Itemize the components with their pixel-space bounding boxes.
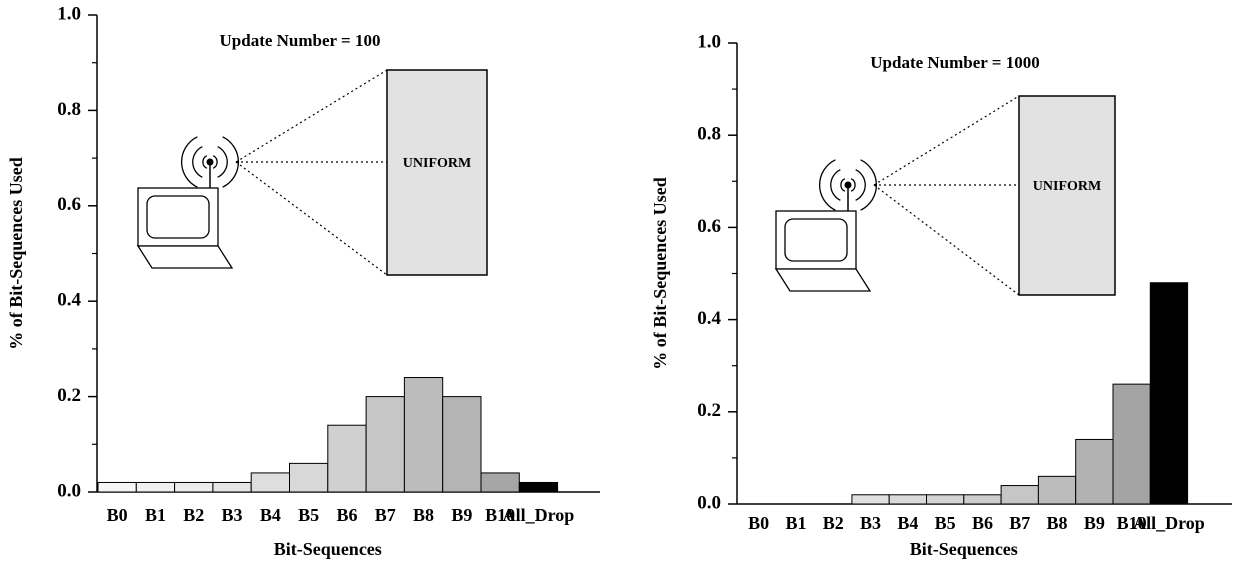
x-tick-label: B0 [748, 513, 769, 533]
y-tick-label: 0.8 [697, 124, 721, 145]
x-tick-label: B0 [107, 505, 128, 525]
bar [888, 494, 928, 505]
signal-arc [181, 136, 198, 188]
signal-arc [222, 136, 239, 188]
y-tick-label: 0.0 [697, 492, 721, 513]
x-tick-label: B10 [1117, 513, 1147, 533]
x-tick-label: All_Drop [503, 505, 575, 525]
bar [365, 396, 405, 493]
y-tick-label: 1.0 [697, 31, 721, 52]
laptop-display [784, 218, 848, 262]
bar [1149, 282, 1189, 505]
x-tick-label: B10 [485, 505, 515, 525]
signal-arc [860, 159, 877, 211]
bar [518, 481, 559, 493]
dotted-ray [873, 95, 1020, 186]
bar [289, 462, 329, 493]
y-tick-label: 1.0 [57, 3, 81, 24]
inset-label: UNIFORM [1033, 179, 1101, 194]
bar [1112, 383, 1151, 505]
signal-arc [840, 178, 846, 192]
y-tick-label: 0.6 [57, 194, 81, 215]
x-tick-label: B2 [183, 505, 204, 525]
bar [250, 472, 290, 493]
x-tick-label: All_Drop [1133, 513, 1205, 533]
signal-arc [202, 155, 208, 169]
bar [1075, 438, 1114, 505]
laptop-base [136, 245, 234, 269]
signal-arc [819, 159, 836, 211]
bar [1000, 485, 1039, 505]
y-tick-label: 0.2 [57, 385, 81, 406]
x-tick-label: B7 [1009, 513, 1030, 533]
y-tick-label: 0.4 [57, 290, 81, 311]
y-tick-label: 0.2 [697, 400, 721, 421]
x-tick-label: B6 [972, 513, 993, 533]
x-tick-label: B5 [935, 513, 956, 533]
dotted-ray [873, 184, 1020, 296]
x-tick-label: B2 [823, 513, 844, 533]
inset-box [1018, 95, 1116, 296]
dotted-ray [235, 69, 388, 163]
bar [926, 494, 965, 505]
y-tick-label: 0.0 [57, 480, 81, 501]
signal-arc [217, 146, 228, 178]
x-tick-label: B9 [1084, 513, 1105, 533]
signal-arc [830, 169, 841, 201]
x-tick-label: B8 [1047, 513, 1068, 533]
signal-arc [850, 178, 856, 192]
signal-arc [192, 146, 203, 178]
y-tick-label: 0.4 [697, 308, 721, 329]
x-tick-label: B1 [785, 513, 806, 533]
bar [212, 481, 252, 493]
bar [480, 472, 520, 493]
chart-title: Update Number = 1000 [870, 53, 1039, 72]
bar [851, 494, 890, 505]
x-tick-label: B3 [222, 505, 243, 525]
x-tick-label: B3 [860, 513, 881, 533]
signal-arc [855, 169, 866, 201]
x-tick-label: B4 [897, 513, 918, 533]
bar [1037, 475, 1077, 505]
x-tick-label: B6 [336, 505, 357, 525]
x-tick-label: B8 [413, 505, 434, 525]
y-tick-label: 0.8 [57, 99, 81, 120]
bar [97, 481, 137, 493]
y-tick-label: 0.6 [697, 216, 721, 237]
x-tick-label: B7 [375, 505, 396, 525]
x-tick-label: B4 [260, 505, 281, 525]
x-axis-label: Bit-Sequences [274, 539, 382, 559]
chart-title: Update Number = 100 [220, 31, 381, 50]
bar [442, 396, 482, 493]
bar [963, 494, 1002, 505]
bar [403, 377, 444, 493]
inset-box [386, 69, 488, 276]
x-tick-label: B5 [298, 505, 319, 525]
x-axis-label: Bit-Sequences [910, 539, 1018, 559]
laptop-base [774, 268, 872, 292]
dotted-ray [235, 161, 388, 276]
bar [327, 424, 367, 493]
laptop-display [146, 195, 210, 239]
inset-label: UNIFORM [403, 156, 471, 171]
bar [174, 481, 214, 493]
x-tick-label: B9 [451, 505, 472, 525]
y-axis-label: % of Bit-Sequences Used [6, 157, 26, 350]
bar [135, 481, 176, 493]
x-tick-label: B1 [145, 505, 166, 525]
y-axis-label: % of Bit-Sequences Used [650, 177, 670, 370]
signal-arc [212, 155, 218, 169]
